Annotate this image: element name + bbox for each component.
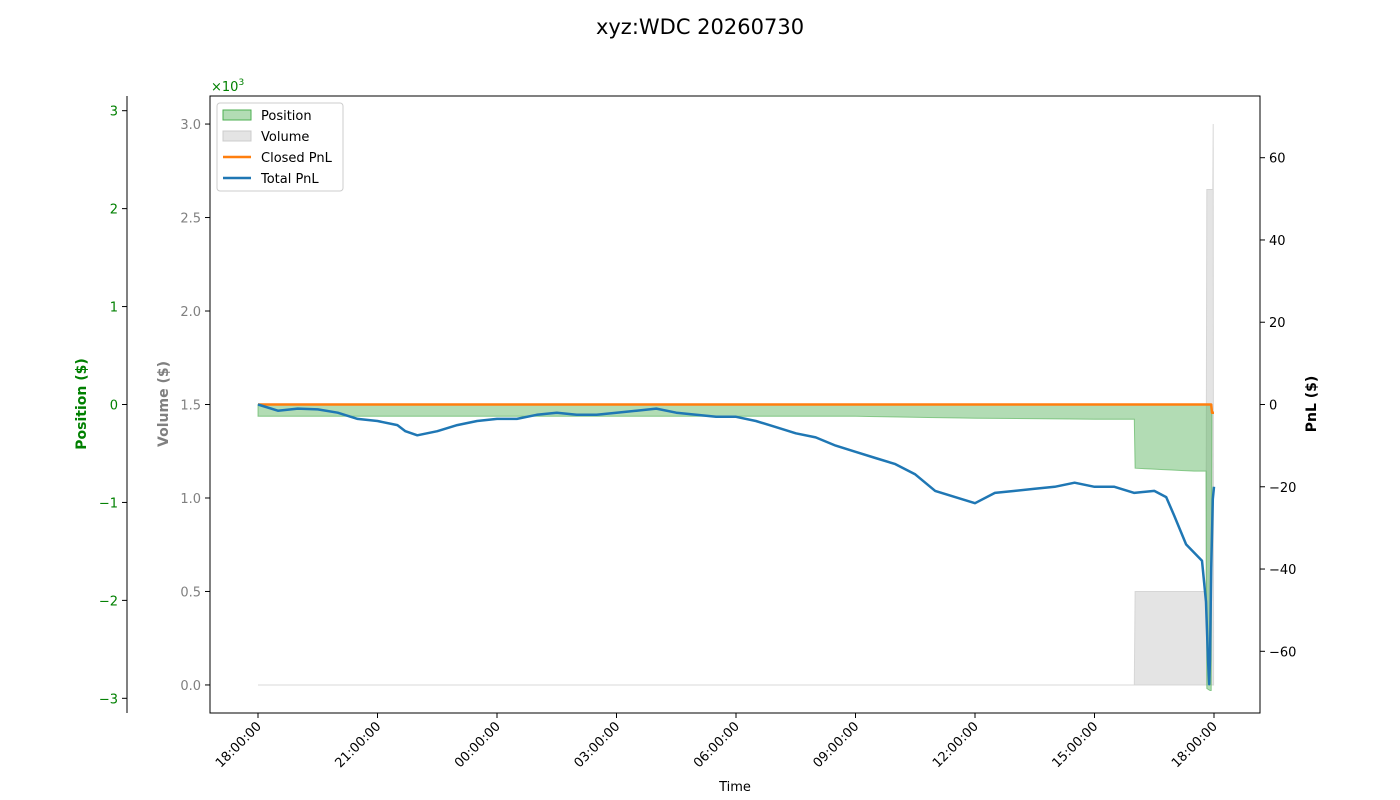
x-tick-label: 03:00:00 (571, 719, 623, 771)
closed-pnl-series (258, 403, 1214, 414)
pnl-axis-label: PnL ($) (1304, 376, 1320, 433)
position-tick-label: 0 (110, 399, 118, 414)
pnl-tick-label: 60 (1269, 152, 1286, 167)
volume-tick-label: 2.5 (180, 212, 201, 227)
x-axis: 18:00:00 21:00:00 00:00:00 03:00:00 06:00:00… (213, 713, 1221, 771)
legend: Position Volume Closed PnL Total PnL (216, 102, 344, 192)
x-tick-label: 18:00:00 (1169, 719, 1221, 771)
position-tick-label: 3 (110, 105, 118, 120)
position-tick-label: 1 (110, 301, 118, 316)
position-scale-label: ×103 (211, 78, 244, 95)
pnl-axis: 60 40 20 0 −20 −40 −60 (1260, 152, 1296, 660)
legend-box (216, 102, 344, 192)
position-axis: 3 2 1 0 −1 −2 −3 (99, 96, 128, 713)
series-layer (257, 123, 1216, 691)
volume-tick-label: 2.0 (180, 305, 201, 320)
legend-label-position: Position (261, 109, 312, 124)
x-tick-label: 00:00:00 (452, 719, 504, 771)
volume-tick-label: 1.5 (180, 399, 201, 414)
position-tick-label: −3 (99, 692, 118, 707)
pnl-tick-label: −20 (1269, 481, 1296, 496)
volume-tick-label: 0.0 (180, 679, 201, 694)
chart-title: xyz:WDC 20260730 (596, 15, 804, 39)
pnl-tick-label: −40 (1269, 563, 1296, 578)
x-axis-label: Time (718, 780, 751, 795)
x-tick-label: 18:00:00 (213, 719, 265, 771)
legend-label-total-pnl: Total PnL (260, 172, 319, 187)
legend-swatch-volume (222, 130, 252, 142)
x-tick-label: 09:00:00 (810, 719, 862, 771)
pnl-tick-label: 0 (1269, 399, 1277, 414)
pnl-tick-label: −60 (1269, 645, 1296, 660)
position-tick-label: −1 (99, 496, 118, 511)
volume-tick-label: 3.0 (180, 118, 201, 133)
volume-tick-label: 1.0 (180, 492, 201, 507)
x-tick-label: 21:00:00 (332, 719, 384, 771)
x-tick-label: 15:00:00 (1049, 719, 1101, 771)
legend-label-volume: Volume (261, 130, 309, 145)
position-tick-label: 2 (110, 203, 118, 218)
total-pnl-series (257, 403, 1216, 686)
volume-tick-label: 0.5 (180, 585, 201, 600)
legend-swatch-position (222, 109, 252, 121)
position-axis-label: Position ($) (74, 358, 90, 450)
x-tick-label: 12:00:00 (930, 719, 982, 771)
legend-label-closed-pnl: Closed PnL (261, 151, 333, 166)
volume-axis-label: Volume ($) (156, 361, 172, 447)
pnl-tick-label: 20 (1269, 316, 1286, 331)
position-series (257, 404, 1213, 691)
volume-axis: 3.0 2.5 2.0 1.5 1.0 0.5 0.0 (180, 118, 210, 694)
pnl-tick-label: 40 (1269, 234, 1286, 249)
position-tick-label: −2 (99, 594, 118, 609)
x-tick-label: 06:00:00 (691, 719, 743, 771)
